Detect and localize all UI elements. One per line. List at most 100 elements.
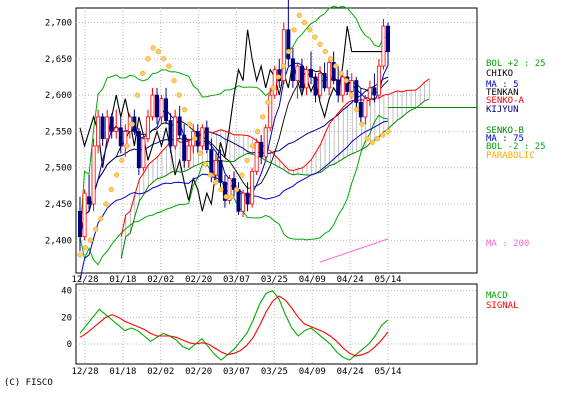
candle-body [340, 76, 345, 96]
price-tick-label: 2,600 [45, 91, 72, 101]
parabolic-dot [77, 252, 83, 258]
candle-body [200, 127, 205, 147]
candle-body [105, 116, 110, 140]
signal-legend-label: SIGNAL [486, 301, 519, 311]
candle-body [376, 65, 381, 96]
price-tick-label: 2,400 [45, 236, 72, 246]
x-tick-label: 12/28 [71, 275, 98, 285]
x-tick-label: 02/02 [147, 275, 174, 285]
x-tick-label: 02/20 [185, 275, 212, 285]
parabolic-dot [374, 136, 381, 142]
x-ticks: 12/28 12/28 01/18 01/18 02/02 02/02 02/20 02/20… [71, 275, 401, 377]
parabolic-dot [239, 172, 245, 178]
macd-tick-label: 40 [61, 287, 72, 297]
candle-body [286, 29, 291, 60]
candle-body [349, 80, 354, 92]
parabolic-dot [98, 215, 104, 222]
candle-body [381, 25, 386, 67]
legend-entry: MA : 200 [486, 239, 529, 249]
x-tick-label: 01/18 [109, 275, 136, 285]
candle-body [173, 116, 178, 147]
candle-body [241, 192, 246, 212]
macd-legend-label: MACD [486, 291, 508, 301]
parabolic-dot [233, 186, 240, 193]
price-tick-label: 2,650 [45, 55, 72, 65]
bollinger-upper-line [79, 5, 389, 237]
candle-body [354, 80, 359, 103]
candle-body [87, 196, 92, 205]
x-tick-label: 02/02 [147, 367, 174, 377]
candle-body [336, 80, 341, 96]
legend-entry: SENKO-A [486, 96, 525, 106]
parabolic-dot [108, 186, 114, 193]
candle-body [254, 141, 259, 172]
parabolic-dot [207, 172, 214, 178]
x-tick-label: 04/09 [299, 367, 326, 377]
candle-body [182, 134, 187, 161]
macd-tick-label: 0 [67, 340, 72, 350]
price-tick-label: 2,550 [45, 127, 72, 137]
candle-body [100, 116, 105, 140]
kijyun-line [79, 76, 389, 237]
x-tick-label: 04/09 [299, 275, 326, 285]
candle-body [114, 127, 119, 132]
parabolic-dot [249, 143, 255, 149]
parabolic-dot [380, 132, 386, 138]
parabolic-dot [338, 70, 344, 76]
candle-body [118, 127, 123, 147]
candle-body [154, 94, 159, 118]
candle-body [272, 69, 277, 96]
candle-body [304, 69, 309, 89]
candle-body [145, 116, 150, 140]
parabolic-dot [354, 106, 360, 113]
candle-body [209, 149, 214, 176]
candle-body [268, 94, 273, 129]
parabolic-dot [244, 157, 250, 164]
candle-body [318, 72, 323, 96]
candle-body [263, 127, 268, 158]
parabolic-dot [181, 106, 188, 113]
legend-entry: MA : 5 [486, 80, 519, 90]
parabolic-dot [322, 48, 329, 55]
parabolic-dot [301, 19, 308, 26]
x-tick-label: 03/25 [261, 275, 288, 285]
legend-entry: PARABOLIC [486, 151, 535, 161]
candle-body [222, 181, 227, 201]
candle-body [177, 116, 182, 136]
parabolic-dot [139, 70, 146, 76]
parabolic-dot [93, 226, 99, 233]
legend-entry: MA : 75 [486, 134, 524, 144]
parabolic-dot [176, 92, 182, 98]
candle-body [245, 192, 250, 205]
x-tick-label: 03/07 [223, 367, 250, 377]
candle-body [213, 160, 218, 176]
copyright-label: (C) FISCO [4, 378, 53, 388]
parabolic-dot [223, 194, 229, 200]
parabolic-dot [213, 179, 219, 185]
macd-line [79, 290, 389, 361]
parabolic-dot [260, 114, 266, 120]
legend-entry: BOL +2 : 25 [486, 59, 546, 69]
parabolic-dot [202, 161, 208, 167]
grid-lines [76, 8, 477, 364]
candle-body [91, 145, 96, 205]
parabolic-dot [348, 92, 355, 98]
candle-body [227, 178, 232, 201]
candle-body [290, 58, 295, 82]
parabolic-dot [296, 12, 302, 18]
candle-body [141, 138, 146, 169]
price-tick-label: 2,700 [45, 19, 72, 29]
macd-tick-label: 20 [61, 313, 72, 323]
parabolic-dot [359, 121, 365, 127]
candle-body [358, 101, 363, 118]
candle-body [281, 29, 286, 82]
parabolic-dot [369, 139, 375, 145]
parabolic-dot [218, 186, 224, 193]
bollinger-lower-line [79, 114, 389, 266]
parabolic-dot [150, 45, 156, 51]
parabolic-dot [343, 77, 349, 84]
parabolic-dot [228, 194, 235, 200]
signal-line [79, 295, 389, 357]
parabolic-dot [385, 128, 391, 135]
